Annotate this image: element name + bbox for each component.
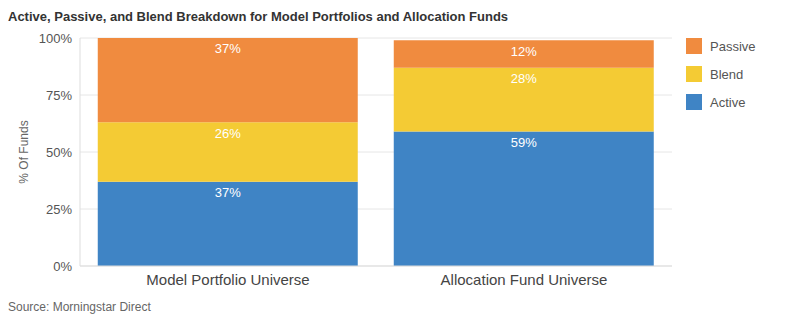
- svg-text:% Of Funds: % Of Funds: [17, 120, 31, 183]
- svg-text:0%: 0%: [53, 259, 72, 274]
- svg-text:12%: 12%: [511, 44, 537, 59]
- svg-text:25%: 25%: [46, 202, 72, 217]
- svg-text:28%: 28%: [511, 71, 537, 86]
- svg-text:37%: 37%: [215, 41, 241, 56]
- svg-text:50%: 50%: [46, 145, 72, 160]
- html-text:Blend: Blend: [710, 66, 744, 82]
- svg-text:100%: 100%: [39, 31, 73, 46]
- svg-text:59%: 59%: [511, 135, 537, 150]
- svg-text:Model Portfolio Universe: Model Portfolio Universe: [146, 271, 309, 288]
- html-text:Active: Active: [710, 94, 746, 110]
- html-text:Source: Morningstar Direct: Source: Morningstar Direct: [8, 300, 151, 314]
- html-text:Passive: Passive: [710, 38, 756, 54]
- html-text:Active, Passive, and Blend Bre: Active, Passive, and Blend Breakdown for…: [8, 9, 509, 24]
- svg-text:26%: 26%: [215, 126, 241, 141]
- svg-text:37%: 37%: [215, 185, 241, 200]
- svg-text:75%: 75%: [46, 88, 72, 103]
- svg-text:Allocation Fund Universe: Allocation Fund Universe: [441, 271, 608, 288]
